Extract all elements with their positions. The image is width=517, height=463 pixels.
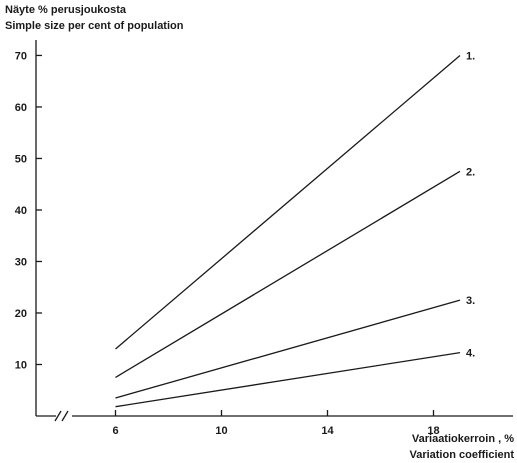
y-tick-label: 60 (15, 102, 27, 114)
series-label-4: 4. (466, 348, 475, 360)
axis-break-mark-right (62, 411, 68, 421)
y-axis-title-finnish: Näyte % perusjoukosta (5, 4, 127, 16)
y-axis-ticks: 10 20 30 40 50 60 70 (15, 50, 42, 371)
series-label-3: 3. (466, 295, 475, 307)
y-tick-label: 40 (15, 205, 27, 217)
series-lines: 1. 2. 3. 4. (116, 50, 476, 406)
x-tick-label: 6 (112, 425, 118, 437)
y-axis-title-english: Simple size per cent of population (5, 20, 184, 32)
y-tick-label: 70 (15, 50, 27, 62)
y-tick-label: 50 (15, 153, 27, 165)
x-axis-title-finnish: Variaatiokerroin , % (412, 433, 514, 445)
series-label-1: 1. (466, 50, 475, 62)
x-axis-title-english: Variation coefficient (409, 449, 514, 461)
y-tick-label: 30 (15, 256, 27, 268)
x-tick-label: 10 (215, 425, 227, 437)
x-axis-ticks: 6 10 14 18 (112, 410, 439, 437)
series-line-3 (116, 300, 461, 398)
y-tick-label: 20 (15, 308, 27, 320)
x-tick-label: 14 (321, 425, 334, 437)
series-label-2: 2. (466, 166, 475, 178)
series-line-4 (116, 353, 461, 407)
y-tick-label: 10 (15, 359, 27, 371)
